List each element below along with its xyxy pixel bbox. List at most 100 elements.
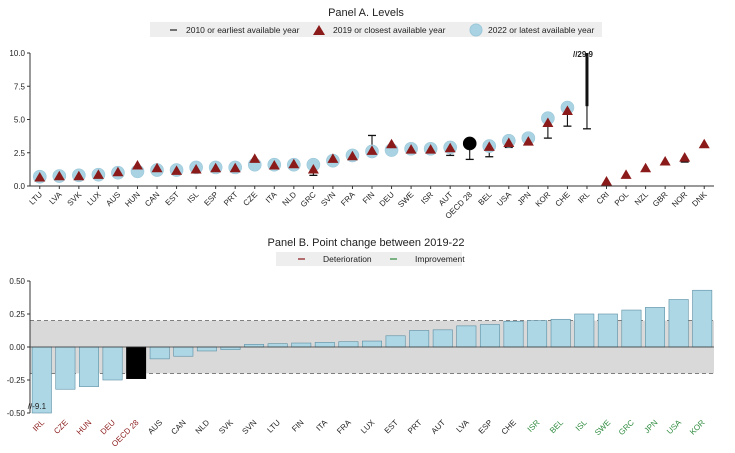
panel-b-x-tick-label: HUN <box>75 418 94 437</box>
panel-a-x-tick-label: ISR <box>419 190 435 206</box>
panel-a-plot: 0.0 2.5 5.0 7.5 10.0 LTU LVA SVK LUX AUS HUN CAN EST… <box>9 49 714 221</box>
marker-2019 <box>503 137 515 147</box>
panel-b-legend-box <box>276 252 462 266</box>
panel-a-x-tick-label: GBR <box>651 190 670 209</box>
panel-b-x-tick-label: CAN <box>169 418 187 436</box>
panel-a-y-tick-label: 10.0 <box>9 49 25 58</box>
panel-a-x-tick-label: PRT <box>222 190 240 208</box>
marker-2019 <box>34 172 46 182</box>
marker-2019 <box>464 137 476 147</box>
panel-a-x-tick-label: FIN <box>361 190 377 206</box>
marker-2019 <box>288 158 300 169</box>
bar <box>78 346 99 387</box>
panel-b-x-tick-label: ISL <box>574 418 589 433</box>
bar <box>314 342 335 348</box>
panel-a-title: Panel A. Levels <box>328 7 404 19</box>
bar <box>527 320 548 348</box>
marker-2019 <box>522 136 534 146</box>
panel-a-x-tick-label: USA <box>495 190 513 208</box>
panel-a-x-tick-label: AUS <box>104 190 122 208</box>
panel-a-x-tick-label: SWE <box>396 190 415 209</box>
panel-b-y-tick-label: -0.25 <box>7 376 26 385</box>
panel-a-x-tick-label: LTU <box>28 190 45 207</box>
bar <box>645 307 666 348</box>
panel-b-y-tick-label: 0.50 <box>9 277 25 286</box>
marker-2019 <box>659 156 671 166</box>
bar <box>456 325 477 348</box>
bar <box>55 346 76 390</box>
bar <box>692 289 713 348</box>
marker-2019 <box>366 145 378 155</box>
panel-a-x-tick-label: EST <box>164 190 181 207</box>
bar <box>102 346 123 381</box>
panel-b-x-tick-label: AUS <box>146 418 164 436</box>
panel-b-x-tick-label: CHE <box>500 418 518 436</box>
legend-circle-icon <box>469 23 483 37</box>
marker-2019 <box>307 164 319 174</box>
marker-2019 <box>601 176 613 186</box>
marker-2019 <box>53 170 65 181</box>
panel-b-x-tick-label: DEU <box>99 418 117 436</box>
panel-a-x-tick-label: NZL <box>633 190 650 207</box>
panel-b-x-tick-label: FRA <box>335 418 353 436</box>
bar <box>362 340 382 348</box>
panel-a-x-tick-label: ITA <box>264 190 279 205</box>
panel-b-y-tick-label: -0.50 <box>7 409 26 418</box>
marker-2019 <box>542 117 554 127</box>
bar <box>338 341 359 348</box>
panel-a-x-tick-label: DNK <box>690 190 709 209</box>
panel-a-x-tick-label: BEL <box>477 190 494 207</box>
panel-a-x-tick-label: LVA <box>48 190 65 207</box>
marker-2019 <box>483 141 495 151</box>
marker-2019 <box>249 153 261 163</box>
marker-2019 <box>444 142 456 153</box>
bar <box>503 320 524 348</box>
marker-2019 <box>112 166 124 177</box>
panel-b-x-tick-label: BEL <box>548 418 565 435</box>
marker-2019 <box>210 162 222 173</box>
irl-b-annotation: //-9.1 <box>28 402 47 411</box>
panel-a-x-tick-label: GRC <box>299 190 318 209</box>
panel-a-legend-box <box>150 22 602 37</box>
panel-a-y-tick-label: 7.5 <box>14 82 26 91</box>
panel-b-x-tick-label: LTU <box>265 418 282 435</box>
panel-a-x-tick-label: NLD <box>281 190 299 208</box>
panel-b-title: Panel B. Point change between 2019-22 <box>268 237 465 249</box>
marker-2019 <box>327 153 339 163</box>
panel-b-legend-deterioration: Deterioration <box>323 254 372 264</box>
panel-a-x-tick-label: SVN <box>319 190 337 208</box>
panel-a-legend-2010: 2010 or earliest available year <box>186 25 300 35</box>
bar <box>597 313 618 348</box>
panel-a-y-tick-label: 0.0 <box>14 182 26 191</box>
bar <box>621 309 642 348</box>
legend-triangle-icon <box>313 25 325 35</box>
panel-b-x-tick-label: ISR <box>526 418 542 434</box>
panel-a-x-tick-label: JPN <box>516 190 533 207</box>
bar <box>149 346 170 360</box>
marker-2019 <box>425 144 437 154</box>
panel-a-x-tick-label: LUX <box>85 190 103 208</box>
bar <box>196 346 217 352</box>
bar <box>668 299 689 348</box>
panel-b-x-tick-label: FIN <box>290 418 306 434</box>
bar <box>550 318 571 348</box>
panel-a-x-tick-label: IRL <box>576 190 592 206</box>
marker-2019 <box>405 144 417 154</box>
bar <box>126 346 147 379</box>
panel-a-y-tick-label: 5.0 <box>14 116 26 125</box>
panel-a-x-tick-label: FRA <box>339 190 357 208</box>
panel-a-x-tick-label: DEU <box>378 190 396 208</box>
panel-b-x-tick-label: KOR <box>688 418 707 437</box>
panel-b-x-tick-label: SVN <box>240 418 258 436</box>
marker-2019 <box>386 138 398 149</box>
bar <box>267 343 288 348</box>
marker-2019 <box>268 160 280 170</box>
panel-a-x-tick-label: CHE <box>554 190 572 208</box>
panel-b-x-tick-label: JPN <box>642 418 659 435</box>
marker-2019 <box>131 160 143 170</box>
bar <box>385 335 406 348</box>
panel-b-x-tick-label: ITA <box>314 418 329 433</box>
panel-b-x-tick-label: LVA <box>455 418 472 435</box>
